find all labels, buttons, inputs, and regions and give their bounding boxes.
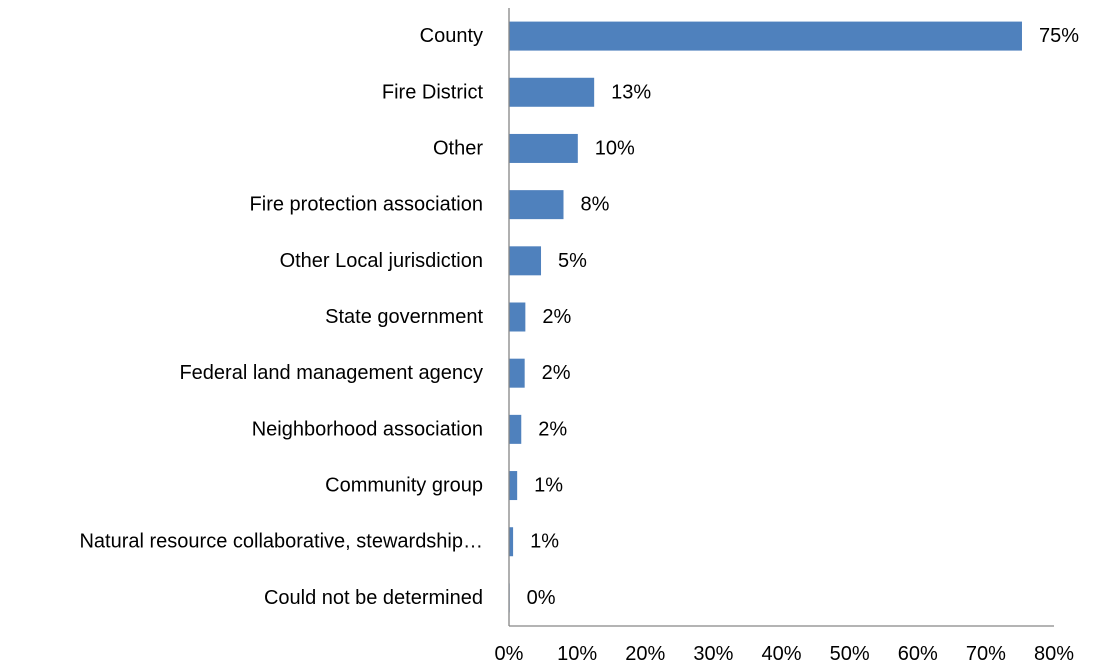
data-label: 8% (581, 194, 610, 216)
x-tick-label: 20% (625, 643, 665, 665)
bar (509, 471, 518, 501)
data-label: 2% (542, 306, 571, 328)
category-label: Community group (325, 475, 483, 497)
category-labels: County Fire District Other Fire protection … (79, 25, 483, 609)
category-label: County (420, 25, 483, 47)
data-label: 1% (530, 531, 559, 553)
x-tick-label: 50% (830, 643, 870, 665)
category-label: Could not be determined (264, 587, 483, 609)
data-label: 10% (595, 137, 635, 159)
bars-group (509, 21, 1022, 613)
data-label: 75% (1039, 25, 1079, 47)
bar (509, 414, 522, 444)
bar (509, 527, 514, 557)
category-label: Federal land management agency (179, 362, 483, 384)
value-labels: 75% 13% 10% 8% 5% 2% 2% 2% 1% 1% 0% (527, 25, 1080, 609)
x-tick-label: 40% (761, 643, 801, 665)
bar (509, 133, 578, 163)
x-tick-label: 0% (495, 643, 524, 665)
x-tick-label: 10% (557, 643, 597, 665)
bar (509, 21, 1022, 51)
category-label: Natural resource collaborative, stewards… (79, 531, 483, 553)
bar (509, 302, 526, 332)
category-label: Other (433, 137, 483, 159)
data-label: 13% (611, 81, 651, 103)
bar (509, 358, 525, 388)
x-tick-label: 30% (693, 643, 733, 665)
x-axis-ticks: 0% 10% 20% 30% 40% 50% 60% 70% 80% (495, 643, 1075, 665)
data-label: 5% (558, 250, 587, 272)
bar (509, 246, 542, 276)
category-label: Fire protection association (250, 194, 483, 216)
category-label: Other Local jurisdiction (280, 250, 483, 272)
data-label: 1% (534, 475, 563, 497)
category-label: Neighborhood association (252, 418, 483, 440)
data-label: 0% (527, 587, 556, 609)
category-label: State government (325, 306, 483, 328)
bar (509, 190, 564, 220)
x-tick-label: 70% (966, 643, 1006, 665)
category-label: Fire District (382, 81, 484, 103)
x-tick-label: 60% (898, 643, 938, 665)
data-label: 2% (542, 362, 571, 384)
data-label: 2% (538, 418, 567, 440)
x-tick-label: 80% (1034, 643, 1074, 665)
bar (509, 77, 595, 107)
